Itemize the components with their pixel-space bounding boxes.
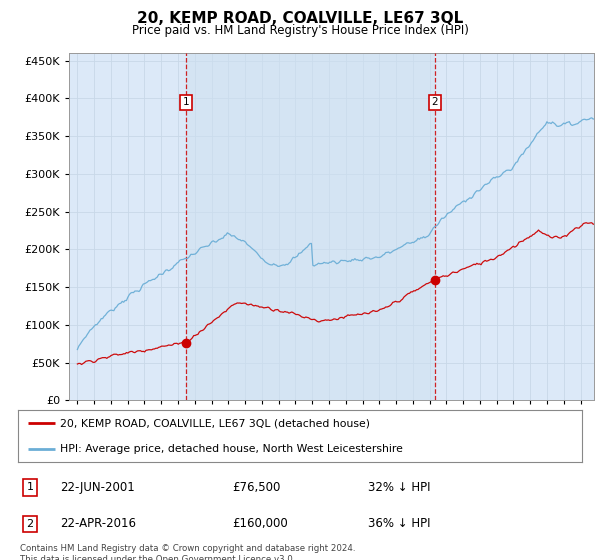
Text: £160,000: £160,000 bbox=[232, 517, 288, 530]
Text: 36% ↓ HPI: 36% ↓ HPI bbox=[368, 517, 430, 530]
Text: HPI: Average price, detached house, North West Leicestershire: HPI: Average price, detached house, Nort… bbox=[60, 444, 403, 454]
Text: 32% ↓ HPI: 32% ↓ HPI bbox=[368, 481, 430, 494]
Text: Price paid vs. HM Land Registry's House Price Index (HPI): Price paid vs. HM Land Registry's House … bbox=[131, 24, 469, 36]
Bar bbox=[186, 53, 434, 400]
Text: Contains HM Land Registry data © Crown copyright and database right 2024.
This d: Contains HM Land Registry data © Crown c… bbox=[20, 544, 355, 560]
Text: 22-JUN-2001: 22-JUN-2001 bbox=[60, 481, 135, 494]
Text: 1: 1 bbox=[26, 482, 34, 492]
Text: 2: 2 bbox=[431, 97, 438, 108]
Text: 20, KEMP ROAD, COALVILLE, LE67 3QL: 20, KEMP ROAD, COALVILLE, LE67 3QL bbox=[137, 11, 463, 26]
Text: £76,500: £76,500 bbox=[232, 481, 281, 494]
Text: 20, KEMP ROAD, COALVILLE, LE67 3QL (detached house): 20, KEMP ROAD, COALVILLE, LE67 3QL (deta… bbox=[60, 418, 370, 428]
Text: 1: 1 bbox=[182, 97, 189, 108]
Text: 22-APR-2016: 22-APR-2016 bbox=[60, 517, 136, 530]
Text: 2: 2 bbox=[26, 519, 34, 529]
